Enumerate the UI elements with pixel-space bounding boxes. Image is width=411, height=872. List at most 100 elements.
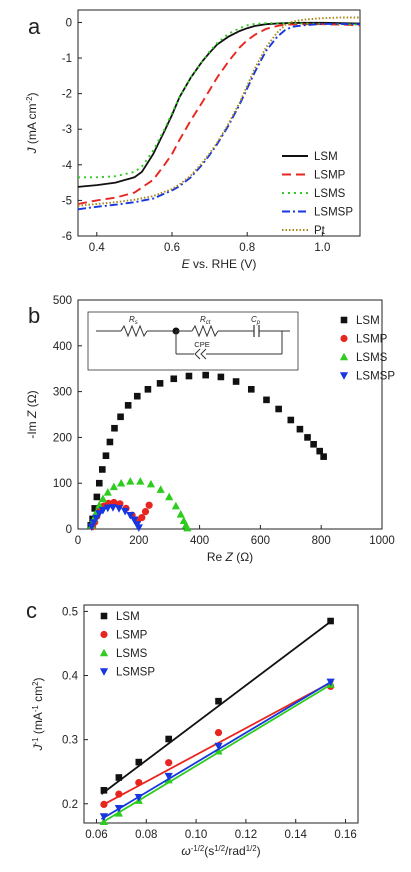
data-point-lsms bbox=[165, 492, 174, 501]
legend-label-lsmsp: LSMSP bbox=[314, 207, 353, 219]
rct-label-sub: ct bbox=[206, 320, 211, 326]
x-tick-label: 0.14 bbox=[285, 829, 308, 841]
cp-label: Cp bbox=[251, 315, 261, 326]
x-tick-label: 0.4 bbox=[89, 242, 106, 254]
data-point-lsmp bbox=[100, 800, 108, 809]
data-point-lsmp bbox=[145, 501, 153, 509]
x-axis-title-part: 1/2 bbox=[214, 844, 225, 853]
legend-label-lsmsp: LSMSP bbox=[116, 667, 155, 679]
series-lsmp bbox=[77, 23, 361, 205]
y-axis-title-part: J bbox=[31, 743, 45, 751]
data-point-lsm bbox=[133, 392, 141, 400]
data-point-lsm bbox=[327, 617, 334, 625]
data-point-lsmsp bbox=[114, 505, 124, 513]
x-tick-label: 200 bbox=[129, 535, 148, 547]
x-axis-title-part: Z bbox=[225, 550, 234, 564]
legend-marker-lsms bbox=[339, 352, 349, 361]
series-lsms bbox=[78, 22, 361, 179]
data-point-lsm bbox=[165, 735, 172, 743]
series-lsms bbox=[87, 477, 192, 532]
x-axis-title: E vs. RHE (V) bbox=[182, 257, 257, 271]
data-point-lsm bbox=[185, 372, 193, 380]
legend-marker-lsm bbox=[100, 612, 108, 620]
data-point-lsms bbox=[136, 477, 145, 485]
data-point-lsms bbox=[176, 510, 185, 518]
data-point-lsms bbox=[126, 477, 135, 485]
series-line-lsmp bbox=[77, 23, 361, 205]
data-point-lsm bbox=[115, 774, 123, 781]
x-tick-label: 1000 bbox=[369, 535, 395, 547]
data-point-lsmsp bbox=[121, 507, 130, 516]
rct-label: Rct bbox=[200, 315, 211, 326]
y-axis-title-part: ) bbox=[25, 93, 39, 97]
data-point-lsm bbox=[106, 438, 114, 446]
series-line-pt bbox=[77, 16, 360, 207]
series-lsmsp bbox=[99, 678, 335, 821]
y-axis-title-part: -1 bbox=[31, 705, 40, 712]
y-axis-title-part: (mA cm bbox=[25, 103, 39, 147]
legend: LSM LSMP LSMS LSMSP Pt bbox=[282, 151, 353, 237]
x-axis-title-part: E bbox=[182, 257, 191, 271]
x-axis-title-part: (Ω) bbox=[233, 550, 253, 564]
y-tick-label: 0 bbox=[66, 17, 72, 29]
legend-label-lsm: LSM bbox=[314, 151, 338, 163]
rs-label: Rs bbox=[129, 315, 138, 326]
legend: LSM LSMP LSMS LSMSP bbox=[339, 315, 395, 383]
cpe-element bbox=[194, 348, 201, 360]
data-point-lsm bbox=[102, 452, 110, 460]
equivalent-circuit-inset: Rs Rct Cp CPE bbox=[87, 311, 299, 371]
data-point-lsmsp bbox=[164, 772, 173, 781]
rct-resistor bbox=[191, 324, 219, 338]
data-point-lsmp bbox=[138, 513, 146, 522]
data-point-lsmp bbox=[141, 507, 150, 516]
data-point-lsm bbox=[287, 416, 295, 424]
data-point-lsmp bbox=[165, 759, 173, 767]
y-tick-label: -6 bbox=[62, 231, 72, 243]
series-line-lsmsp bbox=[77, 22, 361, 211]
data-point-lsm bbox=[144, 386, 152, 393]
x-tick-label: 0.06 bbox=[85, 829, 107, 841]
y-tick-label: 0.4 bbox=[62, 671, 79, 683]
data-point-lsmsp bbox=[99, 813, 109, 821]
data-point-lsm bbox=[263, 396, 270, 404]
data-point-lsms bbox=[103, 488, 112, 496]
x-tick-label: 0.6 bbox=[164, 242, 180, 254]
data-point-lsm bbox=[232, 378, 240, 385]
data-point-lsm bbox=[170, 375, 178, 383]
data-point-lsm bbox=[304, 434, 311, 441]
y-tick-label: 0.5 bbox=[62, 606, 78, 618]
panel-label: b bbox=[28, 303, 40, 328]
legend-marker-lsms bbox=[99, 648, 109, 657]
panel-b-nyquist-plot: b 0 200 400 600 800 1000 0 100 200 300 400 500 Re Z (… bbox=[25, 295, 395, 564]
data-point-lsmp bbox=[135, 779, 143, 787]
data-point-lsm bbox=[310, 440, 317, 448]
x-tick-label: 0.10 bbox=[185, 829, 207, 841]
y-tick-label: 0 bbox=[66, 524, 72, 536]
series-lsm bbox=[100, 617, 334, 795]
y-tick-label: -4 bbox=[62, 160, 73, 172]
data-point-lsms bbox=[146, 479, 156, 488]
y-axis-title-part: 2 bbox=[31, 682, 40, 686]
legend-label-lsmsp: LSMSP bbox=[356, 371, 395, 383]
x-tick-label: 0.16 bbox=[334, 829, 356, 841]
data-point-lsms bbox=[114, 809, 123, 817]
legend-label-lsm: LSM bbox=[356, 315, 380, 327]
data-point-lsms bbox=[95, 500, 104, 509]
data-point-lsmsp bbox=[134, 794, 143, 802]
data-point-lsmp bbox=[115, 790, 123, 798]
series-pt bbox=[77, 16, 360, 207]
y-tick-label: 500 bbox=[53, 295, 72, 307]
x-tick-label: 1.0 bbox=[314, 242, 330, 254]
data-point-lsm bbox=[202, 371, 209, 379]
y-axis-title-part: ) bbox=[31, 678, 45, 682]
x-axis-title-part: (s bbox=[204, 844, 214, 858]
data-point-lsmsp bbox=[98, 506, 108, 515]
data-point-lsm bbox=[320, 453, 327, 460]
data-point-lsm bbox=[91, 505, 99, 512]
cpe-label: CPE bbox=[194, 340, 209, 349]
data-point-lsms bbox=[214, 746, 223, 755]
x-tick-label: 0.8 bbox=[239, 242, 255, 254]
data-point-lsms bbox=[183, 523, 192, 532]
y-axis-title-part: cm bbox=[31, 686, 45, 705]
x-tick-label: 400 bbox=[190, 535, 209, 547]
